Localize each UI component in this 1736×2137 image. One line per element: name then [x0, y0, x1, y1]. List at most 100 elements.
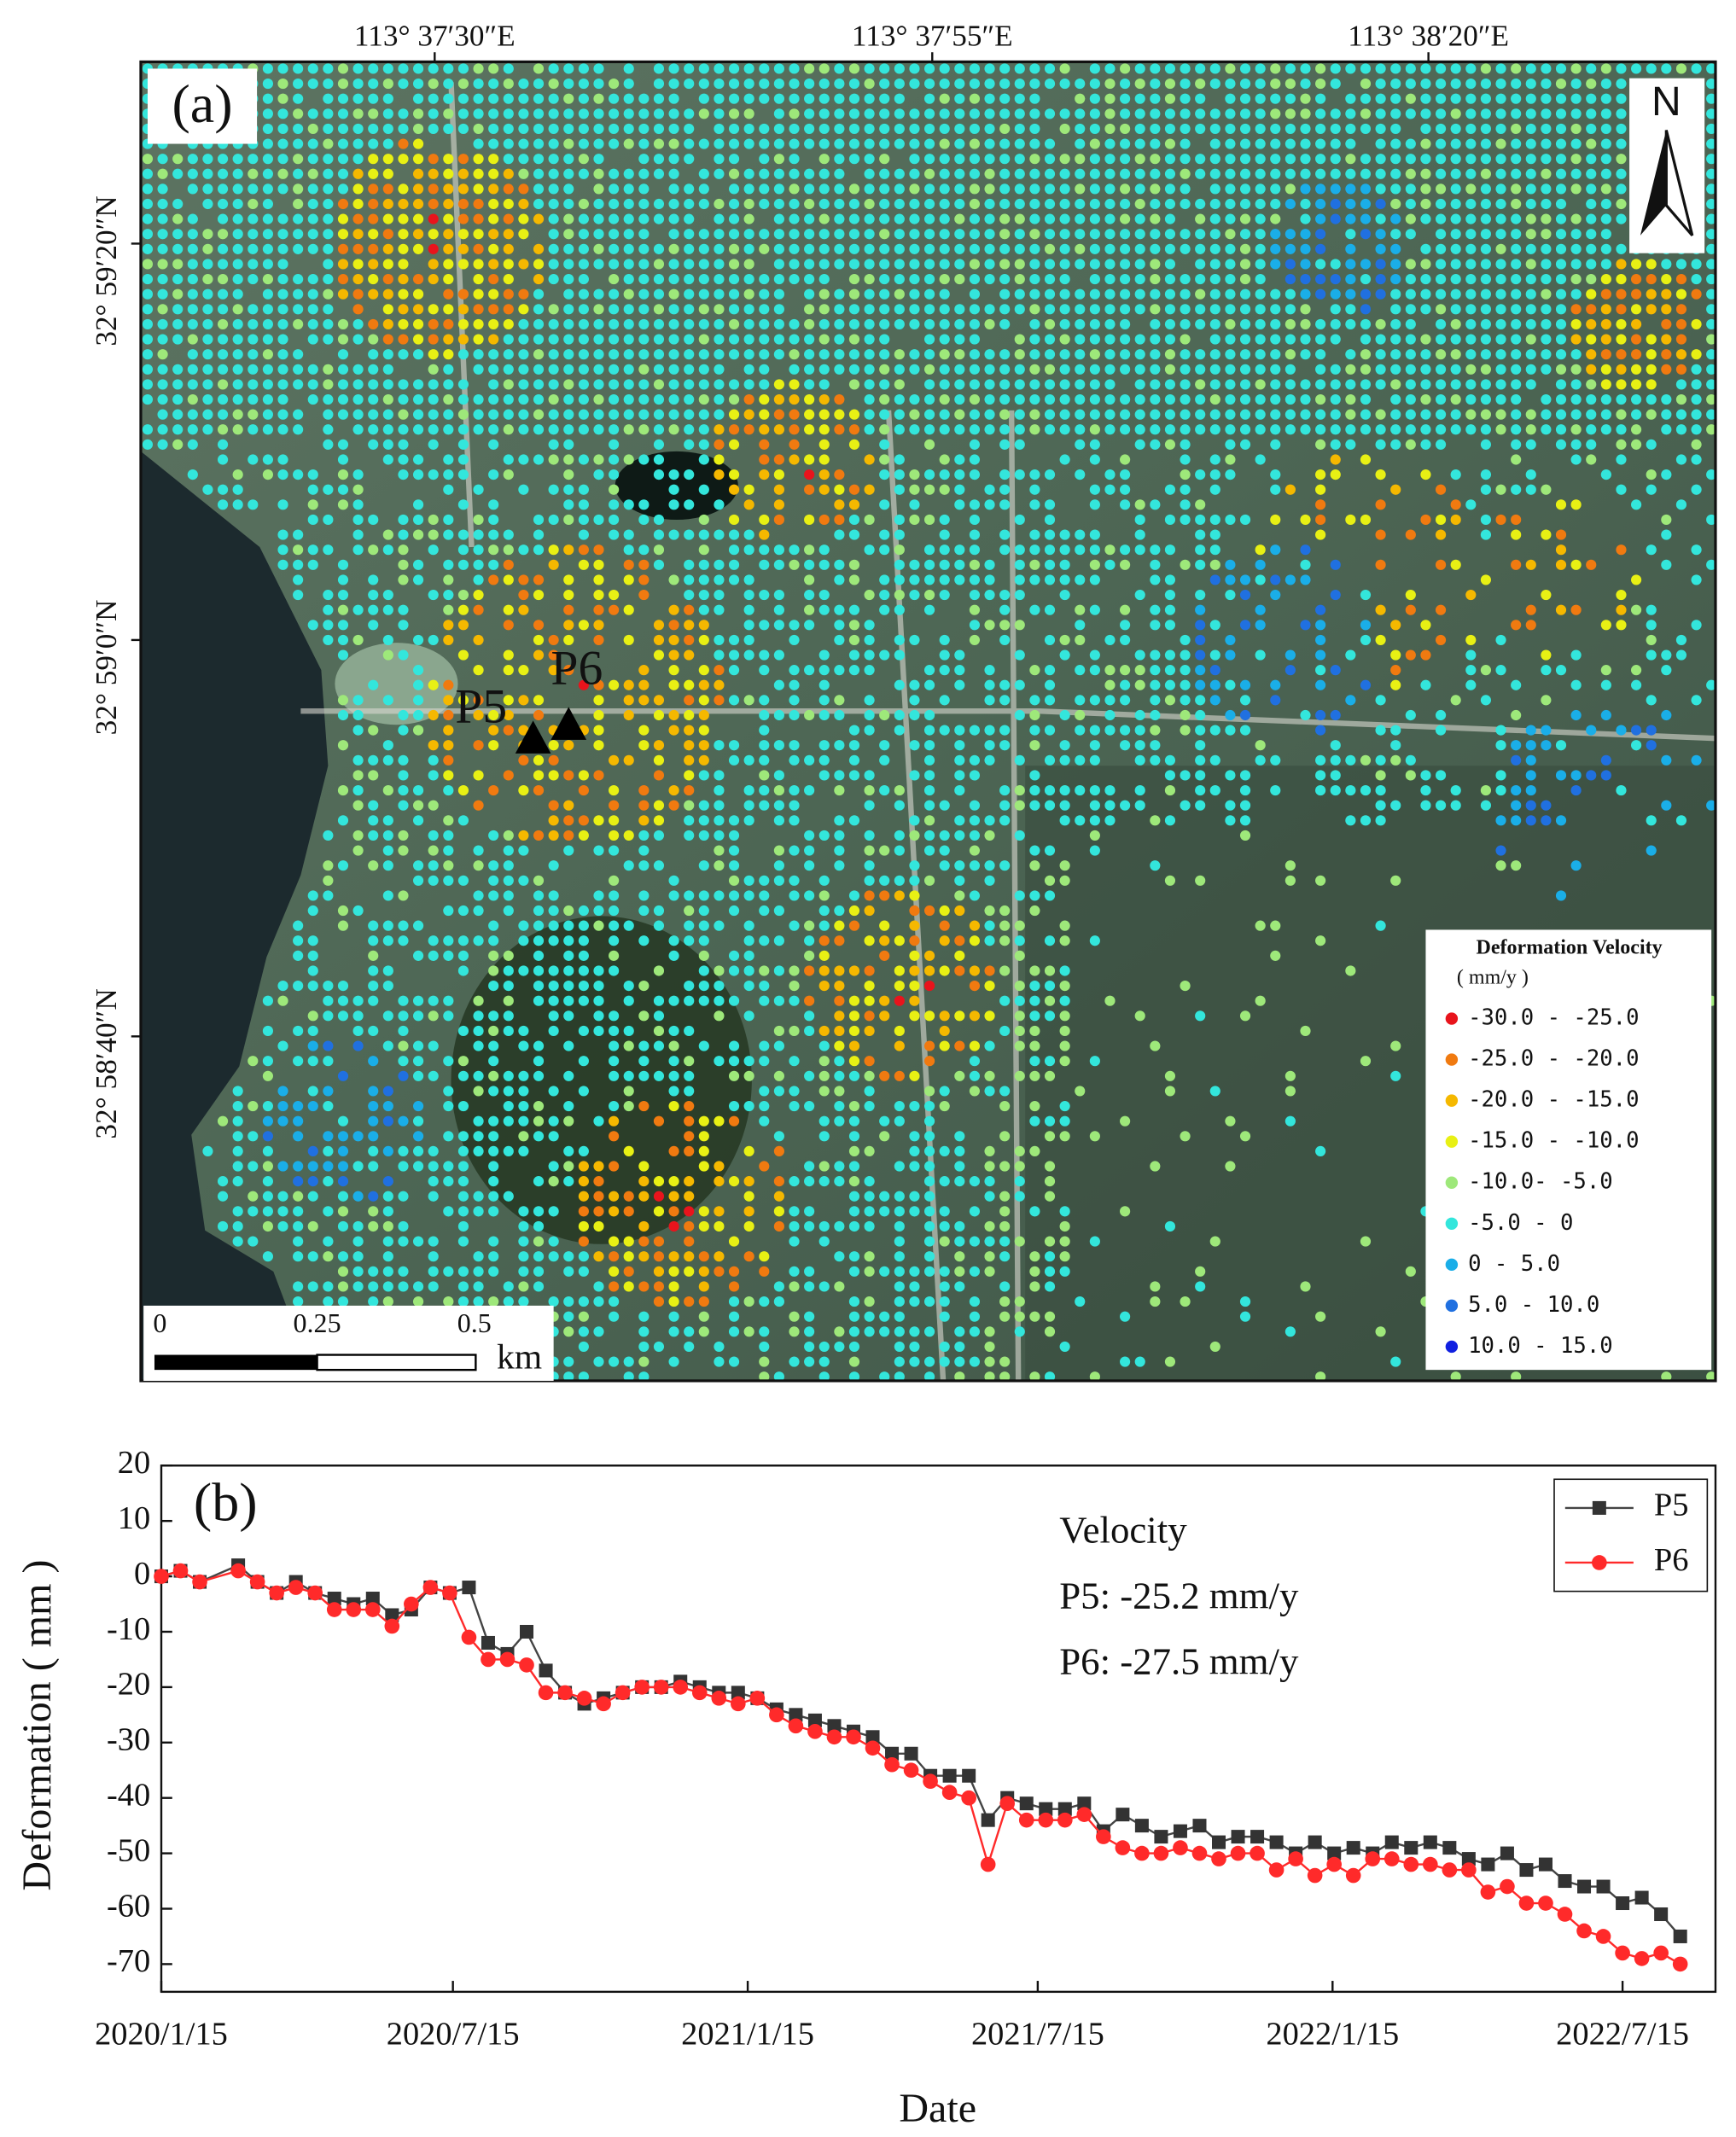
ps-point: [533, 1176, 545, 1187]
ps-point: [714, 529, 725, 540]
ps-point: [457, 108, 469, 119]
ps-point: [1195, 800, 1206, 811]
ps-point: [157, 424, 168, 435]
ps-point: [623, 138, 634, 149]
ps-point: [1691, 379, 1702, 390]
ps-point: [1541, 108, 1552, 119]
ps-point: [1300, 424, 1311, 435]
ps-point: [187, 274, 198, 285]
ps-point: [909, 393, 920, 405]
ps-point: [368, 1161, 379, 1172]
ps-point: [457, 63, 469, 74]
ps-point: [1255, 259, 1266, 270]
ps-point: [1586, 364, 1597, 375]
ps-point: [609, 1056, 620, 1067]
ps-point: [668, 1206, 679, 1217]
ps-point: [1044, 318, 1056, 330]
ps-point: [248, 1100, 259, 1112]
ps-point: [653, 168, 665, 179]
ps-point: [668, 950, 679, 961]
ps-point: [818, 439, 830, 450]
ps-point: [1164, 604, 1176, 615]
ps-point: [1315, 379, 1326, 390]
ps-point: [909, 243, 920, 254]
ps-point: [1059, 318, 1070, 330]
ps-point: [1014, 1025, 1025, 1037]
ps-point: [638, 800, 650, 811]
ps-point: [382, 183, 393, 195]
ps-point: [382, 815, 393, 826]
ps-point: [864, 1191, 875, 1202]
ps-point: [698, 138, 709, 149]
ps-point: [818, 920, 830, 931]
ps-point: [923, 1266, 935, 1277]
ps-point: [1044, 259, 1056, 270]
ps-point: [337, 168, 349, 179]
ps-point: [728, 108, 740, 119]
ps-point: [894, 965, 905, 976]
ps-point: [1059, 589, 1070, 601]
ps-point: [1706, 168, 1716, 179]
ps-point: [999, 589, 1011, 601]
ps-point: [984, 1266, 995, 1277]
ps-point: [217, 229, 229, 240]
ps-point: [1420, 78, 1431, 90]
ps-point: [848, 1296, 860, 1307]
ps-point: [728, 1070, 740, 1081]
ps-point: [848, 920, 860, 931]
ps-point: [773, 709, 784, 721]
ps-point: [457, 288, 469, 300]
ps-point: [1541, 725, 1552, 736]
ps-point: [548, 454, 559, 465]
ps-point: [443, 845, 454, 856]
ps-point: [773, 409, 784, 420]
ps-point: [999, 393, 1011, 405]
ps-point: [1555, 890, 1567, 901]
ps-point: [894, 93, 905, 104]
ps-point: [834, 1281, 845, 1292]
ps-point: [548, 393, 559, 405]
ps-point: [323, 1236, 334, 1247]
ps-point: [518, 213, 529, 224]
ps-point: [894, 1266, 905, 1277]
ps-point: [848, 634, 860, 645]
ps-point: [923, 1161, 935, 1172]
ps-point: [789, 198, 800, 210]
ps-point: [939, 544, 950, 556]
ps-point: [1255, 995, 1266, 1006]
ps-point: [533, 78, 545, 90]
ps-point: [307, 981, 318, 992]
ps-point: [684, 1296, 695, 1307]
ps-point: [909, 679, 920, 690]
ps-point: [1511, 514, 1522, 526]
ps-point: [984, 243, 995, 254]
ps-point: [999, 304, 1011, 315]
ps-point: [969, 544, 981, 556]
ps-point: [1270, 364, 1281, 375]
ps-point: [773, 304, 784, 315]
ps-point: [1270, 154, 1281, 165]
ps-point: [277, 288, 288, 300]
ps-point: [638, 123, 650, 135]
ps-point: [1586, 349, 1597, 360]
ps-point: [412, 665, 424, 676]
ps-point: [698, 334, 709, 345]
ps-point: [1164, 379, 1176, 390]
ps-point: [457, 243, 469, 254]
ps-point: [1360, 213, 1372, 224]
ps-point: [1420, 424, 1431, 435]
ps-point: [954, 63, 965, 74]
ps-point: [1150, 334, 1161, 345]
ps-point: [1586, 63, 1597, 74]
ps-point: [759, 318, 770, 330]
ps-point: [1180, 1296, 1191, 1307]
ps-point: [593, 63, 604, 74]
ps-point: [1375, 604, 1386, 615]
ps-point: [1465, 424, 1477, 435]
ps-point: [609, 1236, 620, 1247]
ps-point: [923, 229, 935, 240]
ps-point: [864, 935, 875, 946]
ps-point: [1646, 63, 1657, 74]
ps-point: [609, 334, 620, 345]
ps-point: [1239, 439, 1251, 450]
